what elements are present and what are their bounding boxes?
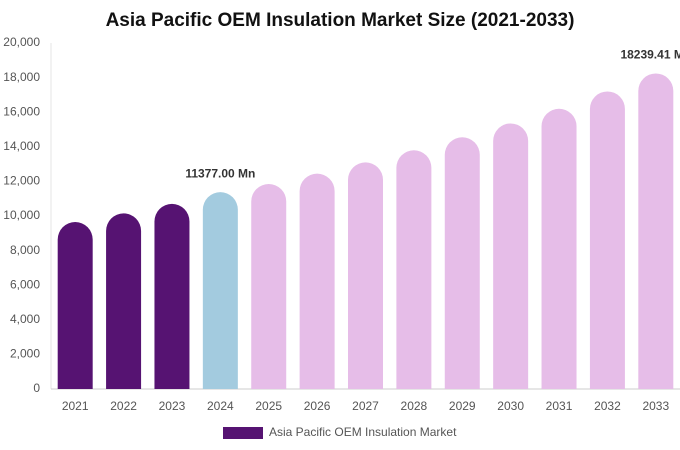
bar <box>638 73 674 390</box>
y-tick-label: 20,000 <box>3 35 40 49</box>
y-tick-label: 12,000 <box>3 174 40 188</box>
bar <box>348 162 383 389</box>
y-tick-label: 18,000 <box>3 70 40 84</box>
y-tick-label: 6,000 <box>10 277 40 291</box>
bar <box>57 222 93 389</box>
x-tick-label: 2031 <box>546 399 573 413</box>
y-tick-label: 2,000 <box>10 347 40 361</box>
x-tick-label: 2030 <box>497 399 524 413</box>
bar <box>202 192 238 389</box>
data-label: 18239.41 Mn <box>620 48 680 62</box>
y-tick-label: 0 <box>33 381 40 395</box>
x-tick-label: 2026 <box>304 399 331 413</box>
data-label: 11377.00 Mn <box>185 166 255 180</box>
y-tick-label: 10,000 <box>3 208 40 222</box>
legend-label: Asia Pacific OEM Insulation Market <box>269 425 457 439</box>
y-tick-label: 4,000 <box>10 312 40 326</box>
bar <box>541 108 577 389</box>
chart-title: Asia Pacific OEM Insulation Market Size … <box>106 10 575 31</box>
bar <box>589 91 625 389</box>
legend-swatch <box>223 427 263 439</box>
y-tick-label: 14,000 <box>3 139 40 153</box>
y-tick-label: 16,000 <box>3 104 40 118</box>
x-tick-label: 2027 <box>352 399 379 413</box>
x-tick-label: 2021 <box>62 399 89 413</box>
x-tick-label: 2025 <box>255 399 282 413</box>
bar <box>444 137 480 389</box>
bar <box>396 150 432 389</box>
x-tick-label: 2023 <box>159 399 186 413</box>
x-tick-label: 2024 <box>207 399 234 413</box>
bar <box>299 173 335 389</box>
y-tick-label: 8,000 <box>10 243 40 257</box>
bar <box>106 213 142 389</box>
bar <box>493 123 529 389</box>
x-tick-label: 2029 <box>449 399 476 413</box>
bar <box>251 183 287 389</box>
x-tick-label: 2028 <box>401 399 428 413</box>
x-tick-label: 2033 <box>642 399 669 413</box>
bar <box>154 203 190 389</box>
x-tick-label: 2022 <box>110 399 137 413</box>
x-tick-label: 2032 <box>594 399 621 413</box>
